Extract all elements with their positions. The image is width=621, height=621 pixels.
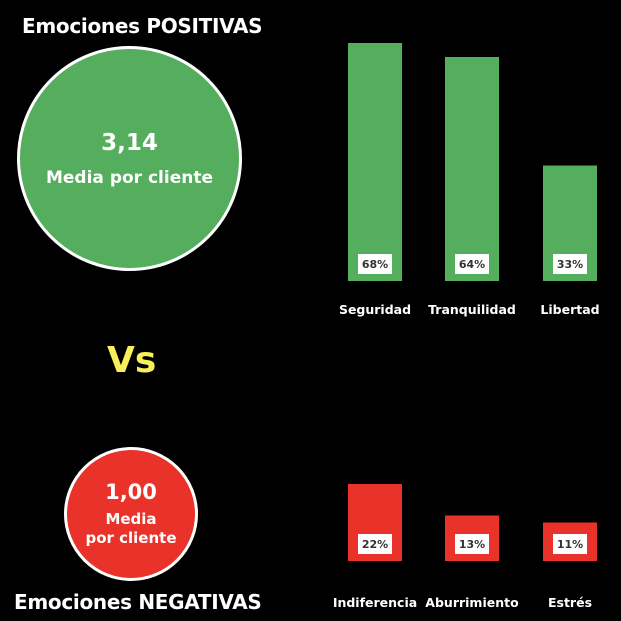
pos-bar-label-box-1 [455, 254, 489, 274]
neg-bar-value-label-0: 22% [362, 538, 388, 551]
neg-bar-label-box-2 [553, 534, 587, 554]
pos-category-label-2: Libertad [540, 302, 599, 317]
pos-bar-label-box-0 [358, 254, 392, 274]
negative-mean-value: 1,00 [105, 479, 157, 504]
vs-label: Vs [107, 340, 157, 381]
neg-category-label-0: Indiferencia [333, 595, 417, 610]
pos-bar-value-label-1: 64% [459, 258, 485, 271]
negative-mean-circle: 1,00 Media por cliente [64, 447, 198, 581]
positive-mean-label: Media por cliente [45, 167, 213, 188]
positive-mean-circle: 3,14 Media por cliente [17, 46, 242, 271]
pos-bar-label-box-2 [553, 254, 587, 274]
pos-category-label-0: Seguridad [339, 302, 411, 317]
neg-bar-label-box-1 [455, 534, 489, 554]
neg-category-label-2: Estrés [548, 595, 592, 610]
negative-title: Emociones NEGATIVAS [14, 590, 262, 614]
neg-category-label-1: Aburrimiento [425, 595, 519, 610]
pos-bar-0 [348, 43, 402, 281]
negative-mean-label: Media por cliente [85, 510, 176, 549]
pos-bar-value-label-0: 68% [362, 258, 388, 271]
pos-category-label-1: Tranquilidad [428, 302, 516, 317]
negative-mean-label-line2: por cliente [85, 529, 177, 547]
pos-bar-value-label-2: 33% [557, 258, 583, 271]
positive-mean-value: 3,14 [101, 129, 158, 156]
neg-bar-value-label-2: 11% [557, 538, 583, 551]
neg-bar-value-label-1: 13% [459, 538, 485, 551]
pos-bar-1 [445, 57, 499, 281]
positive-title: Emociones POSITIVAS [22, 14, 263, 38]
neg-bar-label-box-0 [358, 534, 392, 554]
negative-mean-label-line1: Media [105, 509, 157, 528]
